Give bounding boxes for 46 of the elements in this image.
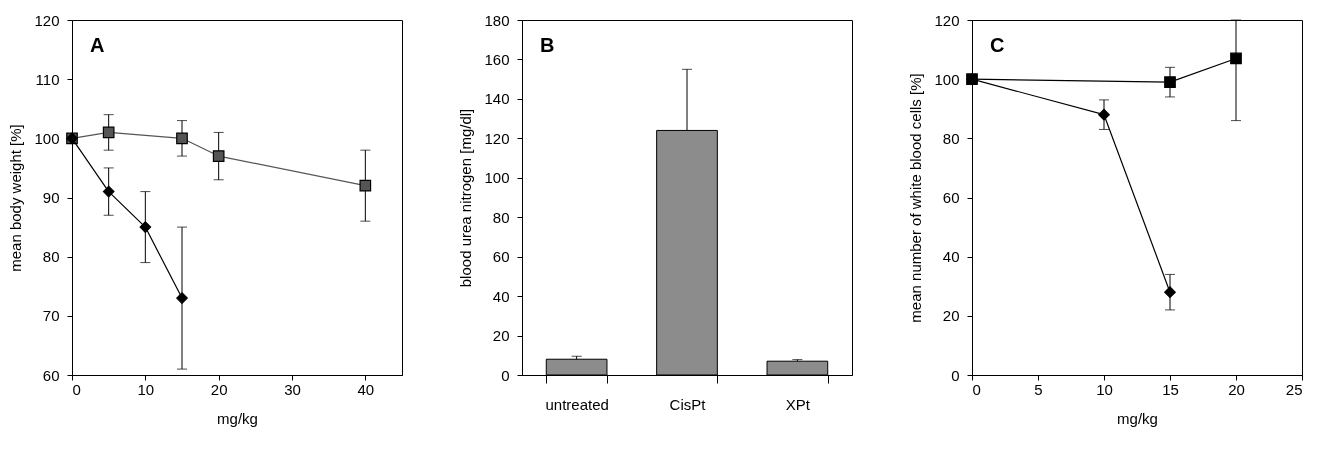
y-tick-label: 80 (42, 248, 60, 266)
y-tick-label: 120 (34, 11, 60, 29)
y-tick-label: 0 (951, 366, 960, 384)
x-tick-label: untreated (545, 395, 609, 413)
x-axis-title: mg/kg (1117, 409, 1158, 427)
y-tick-label: 40 (942, 248, 960, 266)
x-tick-label: 10 (1096, 380, 1113, 398)
y-tick-label: 60 (942, 189, 960, 206)
y-tick-label: 180 (484, 11, 510, 29)
y-axis-title: blood urea nitrogen [mg/dl] (457, 108, 475, 288)
y-tick-label: 0 (501, 366, 510, 384)
x-tick-label: 0 (972, 380, 981, 398)
y-tick-label: 100 (484, 169, 510, 187)
x-tick-label: 20 (210, 380, 228, 398)
y-tick-label: 100 (934, 70, 960, 88)
x-tick-label: 10 (137, 380, 155, 398)
x-tick-label: 15 (1162, 380, 1179, 398)
y-tick-label: 110 (35, 70, 60, 88)
y-tick-label: 70 (42, 307, 60, 325)
x-tick-label: 0 (72, 380, 81, 398)
annotation: A (90, 34, 105, 56)
x-tick-label: CisPt (669, 395, 707, 413)
x-axis-title: mg/kg (217, 409, 258, 427)
y-tick-label: 90 (42, 189, 60, 206)
y-tick-label: 100 (34, 129, 60, 147)
x-tick-label: 40 (357, 380, 375, 398)
x-tick-label: 25 (1285, 380, 1303, 398)
annotation: C (990, 34, 1005, 56)
y-tick-label: 20 (492, 327, 510, 345)
x-tick-label: 5 (1034, 380, 1043, 398)
y-axis-title: mean body weight [%] (7, 124, 25, 272)
y-tick-label: 20 (942, 307, 960, 325)
y-axis-title: mean number of white blood cells [%] (907, 73, 925, 323)
x-tick-label: 20 (1228, 380, 1245, 398)
x-tick-label: 30 (284, 380, 301, 398)
x-tick-label: XPt (785, 395, 811, 413)
y-tick-label: 120 (484, 129, 510, 147)
y-tick-label: 40 (492, 287, 510, 305)
y-tick-label: 60 (492, 248, 510, 266)
y-tick-label: 120 (934, 11, 960, 29)
y-tick-label: 140 (484, 90, 510, 108)
y-tick-label: 80 (492, 208, 510, 226)
y-tick-label: 60 (42, 366, 60, 384)
y-tick-label: 80 (942, 129, 960, 147)
annotation: B (540, 34, 555, 56)
y-tick-label: 160 (484, 50, 510, 68)
